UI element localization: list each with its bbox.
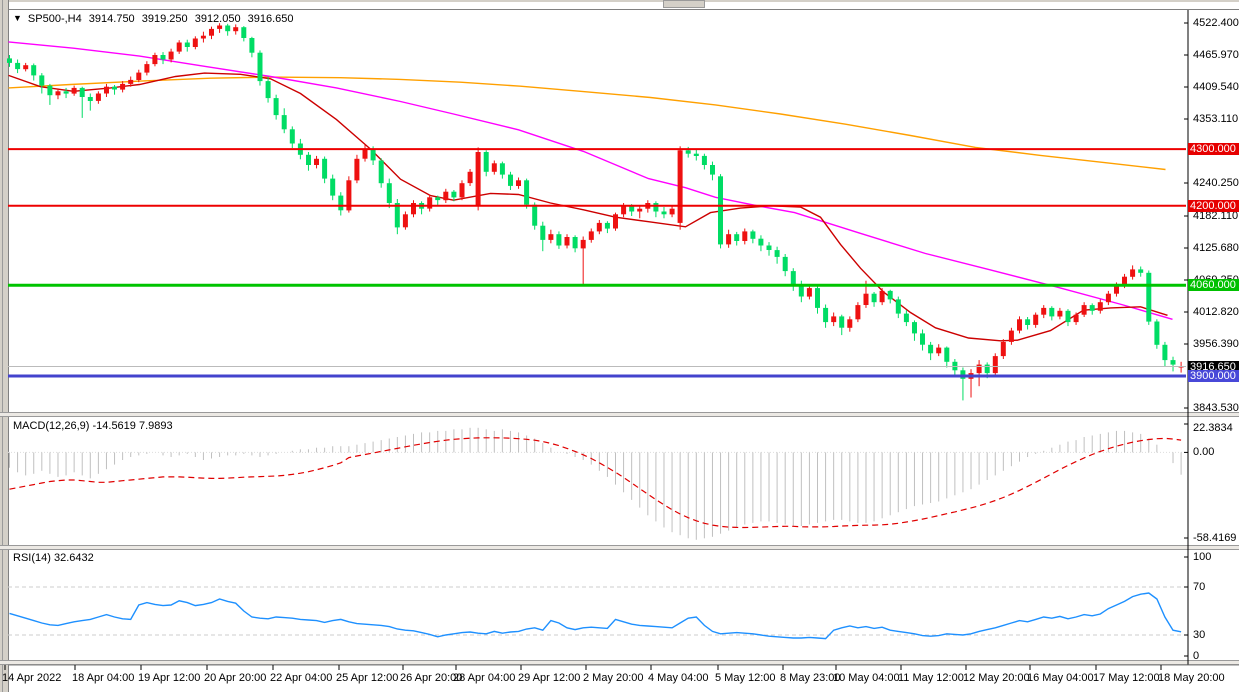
time-axis-label: 29 Apr 12:00 — [518, 672, 581, 684]
pane-splitter-rsi[interactable] — [0, 545, 1239, 550]
window-top-edge — [0, 0, 1239, 2]
price-axis-badge: 4060.000 — [1188, 279, 1239, 292]
rsi-axis-label: 0 — [1193, 650, 1200, 662]
quote-low: 3912.050 — [194, 13, 241, 25]
pane-splitter-timeaxis[interactable] — [0, 660, 1239, 665]
price-axis-label: 4409.540 — [1193, 81, 1239, 93]
time-axis-label: 14 Apr 2022 — [2, 672, 62, 684]
macd-label: MACD(12,26,9) -14.5619 7.9893 — [13, 420, 173, 432]
time-axis-label: 12 May 20:00 — [963, 672, 1030, 684]
time-axis-label: 4 May 04:00 — [648, 672, 709, 684]
macd-pane[interactable] — [8, 417, 1186, 545]
price-pane[interactable] — [8, 10, 1186, 412]
time-axis-label: 8 May 23:00 — [780, 672, 841, 684]
rsi-value: 32.6432 — [53, 552, 94, 564]
price-axis-badge: 4200.000 — [1188, 199, 1239, 212]
price-axis-label: 3956.390 — [1193, 337, 1239, 350]
rsi-axis-label: 100 — [1193, 551, 1212, 563]
macd-signal-value: 7.9893 — [138, 420, 173, 432]
pane-splitter-macd[interactable] — [0, 412, 1239, 417]
time-axis-label: 17 May 12:00 — [1093, 672, 1160, 684]
time-axis-label: 18 Apr 04:00 — [72, 672, 135, 684]
price-axis-label: 4465.970 — [1193, 49, 1239, 61]
rsi-pane[interactable] — [8, 550, 1186, 660]
quote-high: 3919.250 — [141, 13, 188, 25]
time-axis-label: 2 May 20:00 — [583, 672, 644, 684]
chart-header: ▼ SP500-,H4 3914.750 3919.250 3912.050 39… — [13, 13, 298, 25]
time-axis-label: 22 Apr 04:00 — [270, 672, 333, 684]
time-axis-label: 28 Apr 04:00 — [453, 672, 516, 684]
symbol-dropdown-icon[interactable]: ▼ — [13, 13, 22, 23]
time-axis-label: 25 Apr 12:00 — [336, 672, 399, 684]
time-axis-label: 18 May 20:00 — [1158, 672, 1225, 684]
macd-main-value: -14.5619 — [92, 420, 136, 432]
time-axis-label: 10 May 04:00 — [833, 672, 900, 684]
price-axis-label: 3843.530 — [1193, 402, 1239, 414]
window-splitter-stub — [663, 0, 705, 8]
macd-axis-label: 22.3834 — [1193, 422, 1233, 434]
symbol-period-label: SP500-,H4 — [27, 13, 82, 25]
time-axis-label: 16 May 04:00 — [1027, 672, 1094, 684]
window-left-edge — [0, 0, 9, 692]
time-axis-label: 11 May 12:00 — [898, 672, 964, 684]
price-axis-label: 4240.250 — [1193, 177, 1239, 189]
time-axis-label: 26 Apr 20:00 — [400, 672, 463, 684]
price-axis-label: 4182.110 — [1193, 209, 1239, 222]
price-axis-label: 4125.680 — [1193, 241, 1239, 254]
window-inner-border — [8, 9, 1239, 10]
price-axis-label: 4522.400 — [1193, 17, 1239, 29]
time-axis-label: 19 Apr 12:00 — [138, 672, 201, 684]
quote-close: 3916.650 — [247, 13, 294, 25]
time-axis-label: 20 Apr 20:00 — [204, 672, 267, 684]
macd-axis-label: -58.4169 — [1193, 532, 1237, 544]
quote-open: 3914.750 — [88, 13, 135, 25]
time-axis-label: 5 May 12:00 — [715, 672, 776, 684]
price-axis-label: 4012.820 — [1193, 305, 1239, 318]
macd-axis-label: 0.00 — [1193, 446, 1215, 459]
price-axis-badge: 3900.000 — [1188, 369, 1239, 382]
rsi-axis-label: 30 — [1193, 629, 1206, 641]
rsi-label: RSI(14) 32.6432 — [13, 552, 94, 564]
price-axis-label: 4353.110 — [1193, 113, 1239, 125]
rsi-axis-label: 70 — [1193, 581, 1206, 593]
price-axis-badge: 3916.650 — [1188, 360, 1239, 373]
price-axis-badge: 4300.000 — [1188, 143, 1239, 156]
